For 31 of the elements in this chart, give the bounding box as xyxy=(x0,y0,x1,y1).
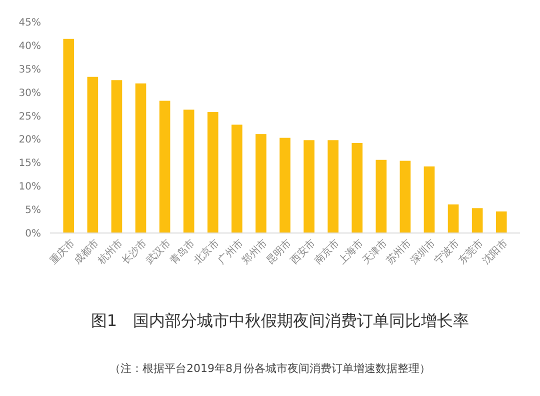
bar xyxy=(328,140,338,233)
y-tick-label: 0% xyxy=(25,228,41,240)
bar xyxy=(424,166,435,233)
y-tick-label: 45% xyxy=(18,18,41,28)
y-tick-label: 20% xyxy=(18,134,41,146)
bar xyxy=(472,208,483,233)
y-tick-label: 40% xyxy=(18,40,41,52)
y-tick-label: 10% xyxy=(18,182,41,193)
bar xyxy=(87,76,98,233)
text: 图1 国内部分城市中秋假期夜间消费订单同比增长率 xyxy=(90,311,470,330)
y-tick-label: 35% xyxy=(18,64,41,76)
bar xyxy=(207,112,218,233)
bar xyxy=(280,138,290,233)
bar xyxy=(159,100,170,233)
bar xyxy=(400,160,411,233)
bar xyxy=(232,124,242,233)
bar xyxy=(111,80,122,233)
bar xyxy=(256,134,266,233)
bar xyxy=(448,204,459,233)
bar xyxy=(496,211,507,233)
y-tick-label: 5% xyxy=(25,205,41,216)
bar xyxy=(352,142,363,233)
bar xyxy=(63,38,74,233)
y-tick-label: 25% xyxy=(18,111,41,122)
bar xyxy=(304,140,314,233)
y-tick-label: 30% xyxy=(18,88,41,99)
bar xyxy=(135,83,146,233)
bar xyxy=(183,110,194,233)
text: （注：根据平台2019年8月份各城市夜间消费订单增速数据整理） xyxy=(110,362,430,375)
bar xyxy=(376,160,387,233)
y-tick-label: 15% xyxy=(18,158,41,170)
